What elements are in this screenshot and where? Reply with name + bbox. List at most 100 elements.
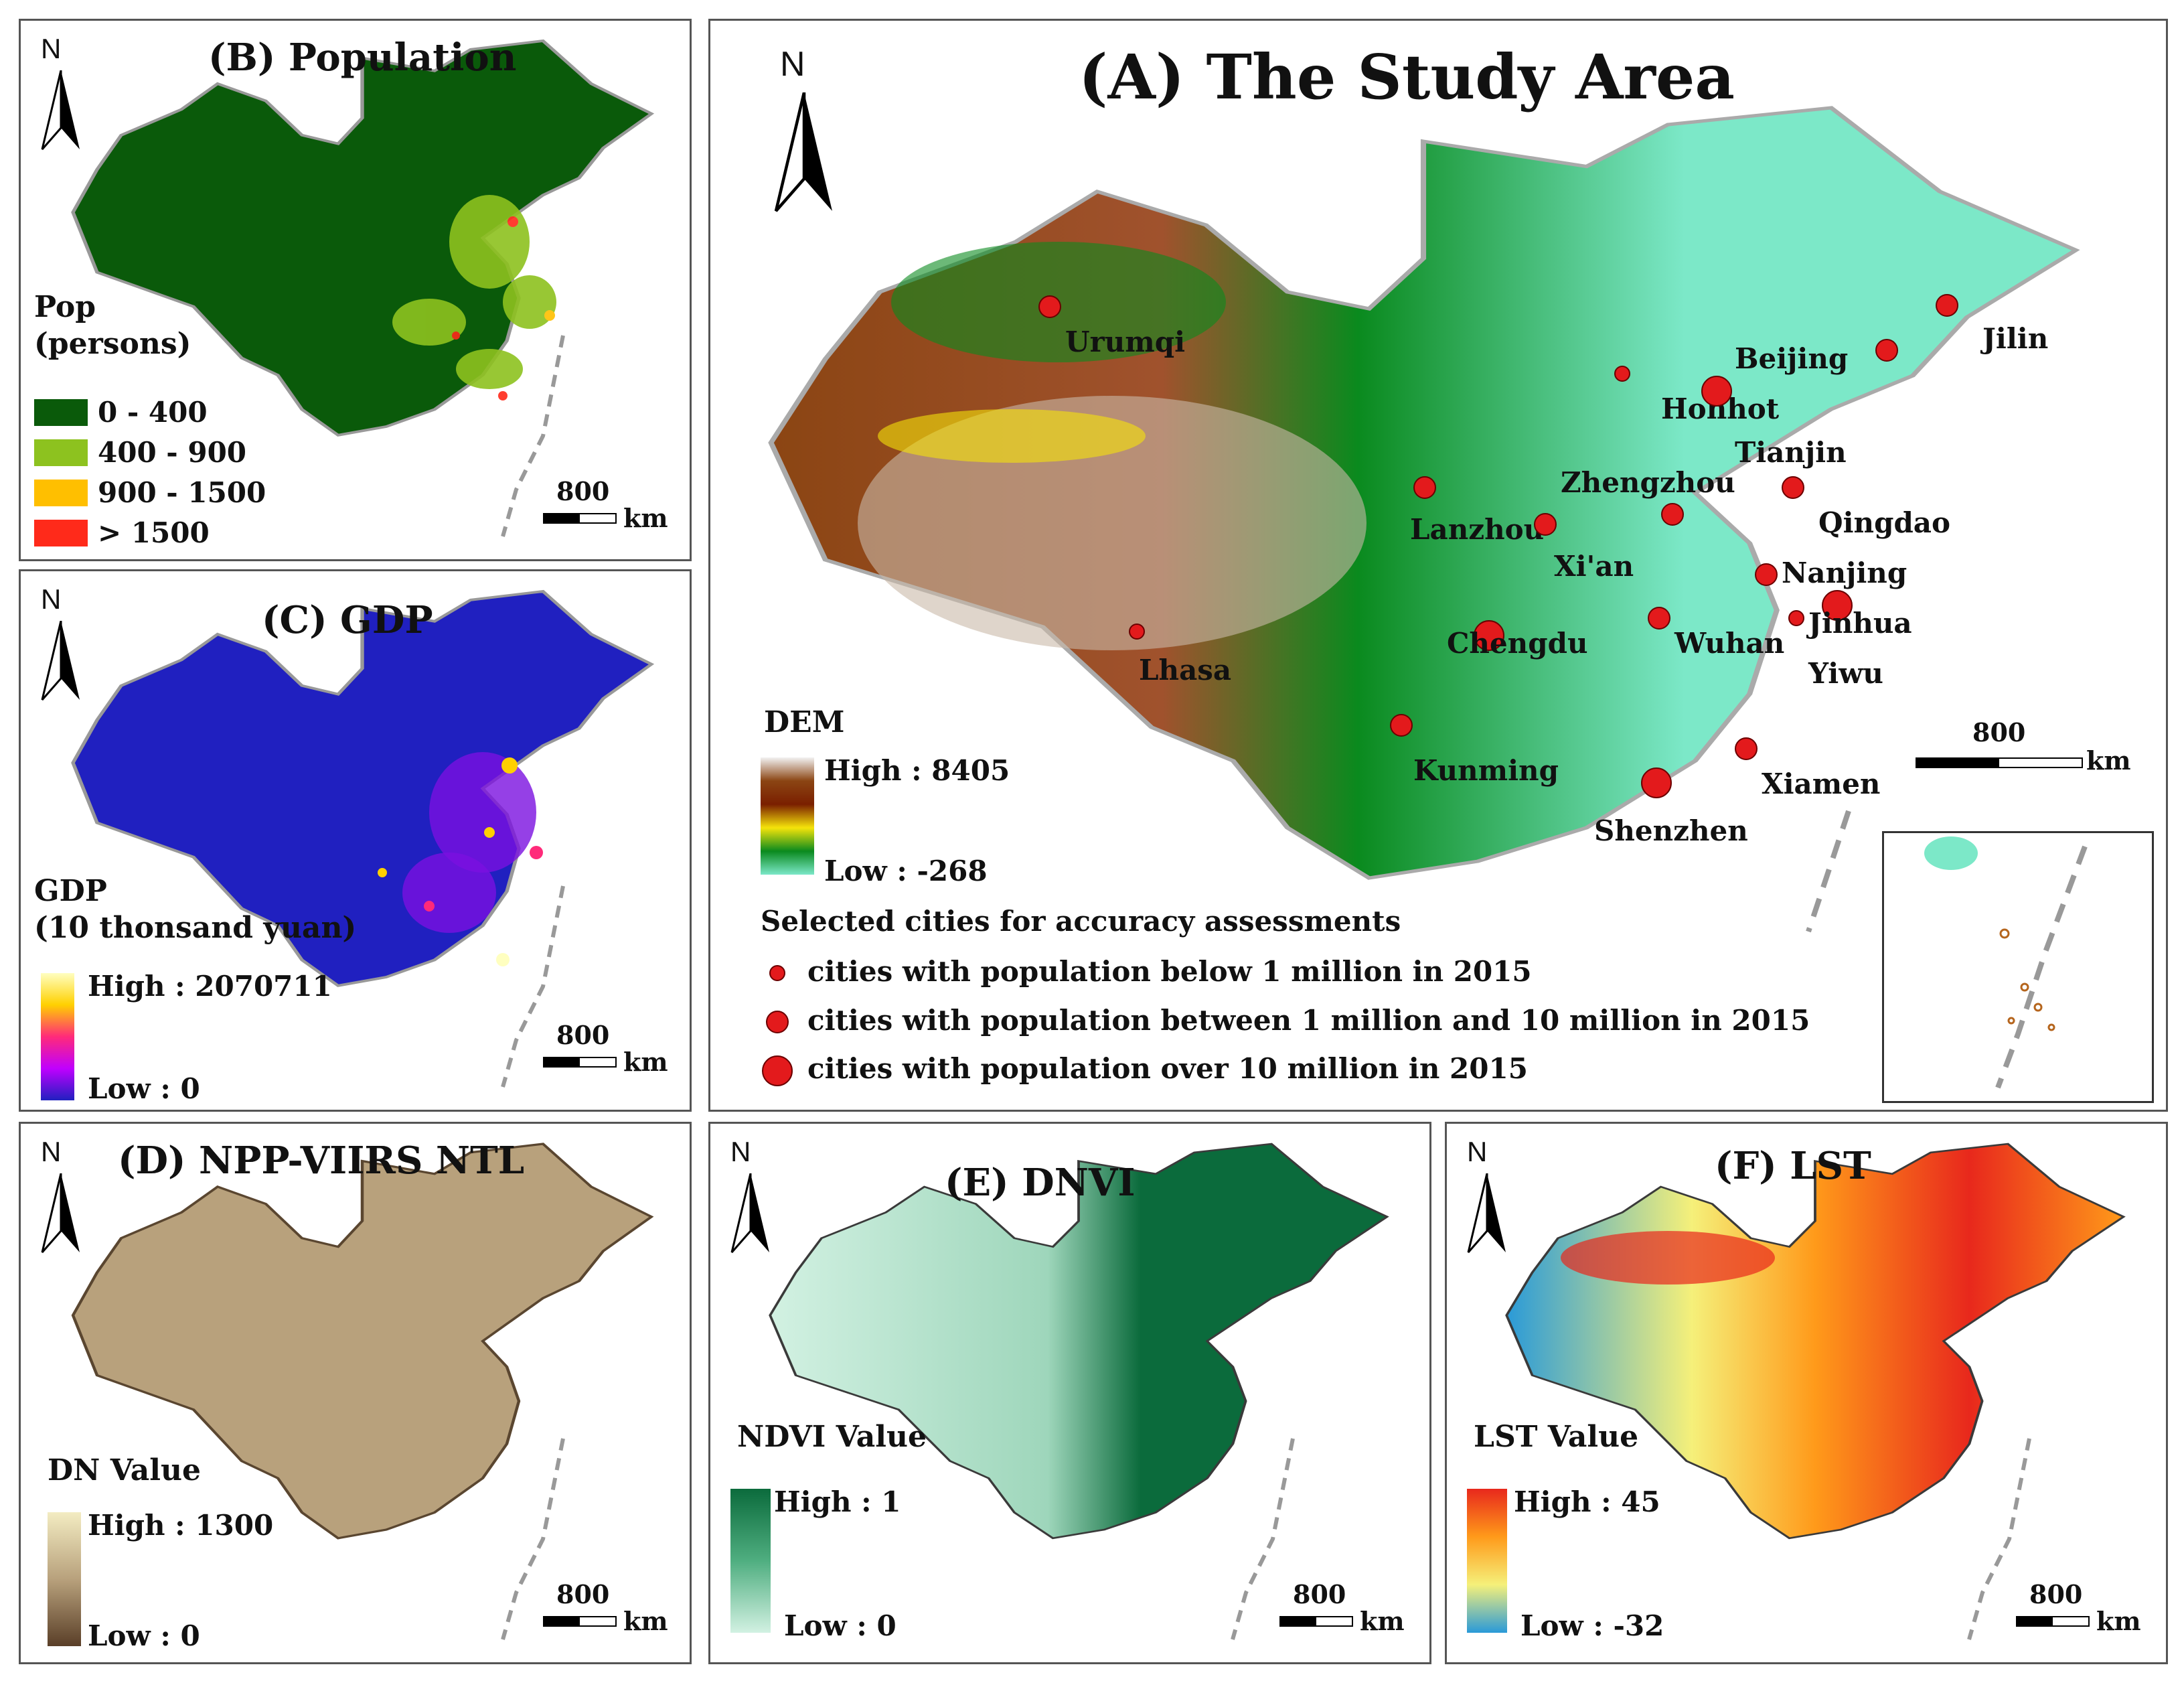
north-arrow-icon [730, 1173, 769, 1253]
inset-map [1924, 836, 2088, 1089]
south-sea-islands [1967, 1438, 2031, 1640]
city-dot-xian [1534, 513, 1557, 536]
lst-title: (F) LST [1715, 1144, 1871, 1188]
scale-unit: km [1360, 1606, 1405, 1636]
gdp-legend-title-line2: (10 thonsand yuan) [34, 911, 357, 945]
scale-value: 800 [1972, 717, 2026, 747]
north-arrow-icon [774, 92, 832, 212]
ntl-low-label: Low : 0 [88, 1619, 200, 1652]
ntl-high-label: High : 1300 [88, 1509, 274, 1542]
city-dot-yiwu [1788, 610, 1804, 626]
lst-map [1447, 1124, 2168, 1664]
city-label-jilin: Jilin [1982, 322, 2049, 355]
city-label-lhasa: Lhasa [1139, 654, 1232, 686]
panel-gdp: (C) GDP N GDP (10 thonsand yuan) High : … [19, 569, 692, 1112]
city-dot-chengdu [1474, 620, 1504, 651]
south-sea-islands [1806, 810, 1851, 933]
gdp-color-ramp [41, 973, 74, 1100]
city-dot-qingdao [1782, 476, 1804, 499]
north-arrow-icon [41, 621, 80, 701]
city-label-wuhan: Wuhan [1674, 627, 1785, 660]
north-label: N [780, 45, 805, 84]
population-swatch-4 [34, 520, 88, 546]
ntl-title: (D) NPP-VIIRS NTL [118, 1139, 525, 1183]
scale-unit: km [623, 1606, 668, 1636]
city-class-dot-small [769, 965, 785, 981]
ndvi-map [710, 1124, 1431, 1664]
population-class-4: > 1500 [98, 516, 210, 549]
gdp-legend-title-line1: GDP [34, 874, 107, 908]
city-dot-xiamen [1735, 737, 1758, 760]
population-class-3: 900 - 1500 [98, 476, 266, 509]
city-class-large: cities with population over 10 million i… [807, 1052, 1528, 1085]
south-china-sea-inset [1882, 831, 2154, 1103]
study-area-title: (A) The Study Area [1079, 41, 1735, 113]
panel-lst: (F) LST N LST Value High : 45 Low : -32 … [1445, 1122, 2168, 1664]
scale-bar-graphic [543, 1057, 617, 1068]
city-dot-tianjin [1701, 376, 1732, 407]
ntl-legend-title: DN Value [48, 1453, 202, 1487]
city-dot-lanzhou [1413, 476, 1436, 499]
city-class-small: cities with population below 1 million i… [807, 955, 1532, 988]
cities-heading: Selected cities for accuracy assessments [761, 905, 1401, 938]
population-class-2: 400 - 900 [98, 436, 247, 469]
city-label-lanzhou: Lanzhou [1410, 513, 1545, 546]
north-label: N [41, 33, 62, 64]
south-sea-islands [501, 885, 565, 1088]
population-title: (B) Population [208, 35, 517, 80]
panel-ndvi: (E) DNVI N NDVI Value High : 1 Low : 0 8… [708, 1122, 1431, 1664]
scale-unit: km [623, 503, 668, 533]
gdp-high-label: High : 2070711 [88, 970, 332, 1003]
city-dot-urumqi [1038, 295, 1061, 318]
south-sea-islands [501, 1438, 565, 1640]
city-dot-beijing [1875, 339, 1898, 362]
panel-population: (B) Population N Pop (persons) 0 - 400 4… [19, 19, 692, 561]
lst-legend-title: LST Value [1474, 1420, 1639, 1454]
city-dot-shenzhen [1641, 767, 1672, 798]
scale-bar-graphic [543, 513, 617, 524]
city-class-dot-medium [766, 1011, 789, 1033]
north-label: N [730, 1136, 751, 1167]
population-legend-title-line1: Pop [34, 290, 96, 324]
scale-bar-graphic [1279, 1616, 1353, 1627]
scale-bar-graphic [1916, 757, 2083, 768]
city-label-xiamen: Xiamen [1762, 767, 1881, 800]
north-arrow-icon [1467, 1173, 1506, 1253]
scale-unit: km [2086, 745, 2131, 776]
city-dot-hohhot [1614, 366, 1630, 382]
panel-ntl: (D) NPP-VIIRS NTL N DN Value High : 1300… [19, 1122, 692, 1664]
lst-low-label: Low : -32 [1520, 1609, 1664, 1642]
city-label-kunming: Kunming [1413, 754, 1559, 787]
scale-value: 800 [556, 1579, 610, 1609]
population-map [21, 21, 692, 561]
dem-low-label: Low : -268 [824, 855, 988, 887]
city-label-nanjing: Nanjing [1782, 557, 1907, 589]
dem-high-label: High : 8405 [824, 754, 1010, 787]
city-label-zhengzhou: Zhengzhou [1561, 466, 1735, 499]
city-label-yiwu: Yiwu [1808, 657, 1883, 690]
city-label-xian: Xi'an [1554, 550, 1634, 583]
scale-value: 800 [1293, 1579, 1346, 1609]
scale-bar-graphic [2016, 1616, 2090, 1627]
city-label-chengdu: Chengdu [1447, 627, 1588, 660]
north-label: N [41, 583, 62, 615]
gdp-map [21, 571, 692, 1112]
lst-north-hot [1561, 1231, 1775, 1285]
scale-unit: km [2096, 1606, 2141, 1636]
city-class-dot-large [762, 1055, 793, 1086]
north-arrow-icon [41, 1173, 80, 1253]
city-class-medium: cities with population between 1 million… [807, 1004, 1810, 1037]
city-label-shenzhen: Shenzhen [1594, 814, 1748, 847]
city-dot-nanjing [1755, 563, 1778, 586]
scale-value: 800 [556, 1020, 610, 1050]
city-label-tianjin: Tianjin [1735, 436, 1847, 469]
gdp-hotspots [378, 752, 543, 966]
panel-study-area: (A) The Study Area N Urumqi Beijing Jili… [708, 19, 2168, 1112]
population-swatch-1 [34, 399, 88, 426]
ndvi-legend-title: NDVI Value [737, 1420, 927, 1454]
population-class-1: 0 - 400 [98, 396, 208, 429]
dem-color-ramp [761, 757, 814, 875]
city-label-beijing: Beijing [1735, 342, 1849, 375]
lst-color-ramp [1467, 1489, 1507, 1633]
gdp-legend-title: GDP (10 thonsand yuan) [34, 873, 356, 946]
